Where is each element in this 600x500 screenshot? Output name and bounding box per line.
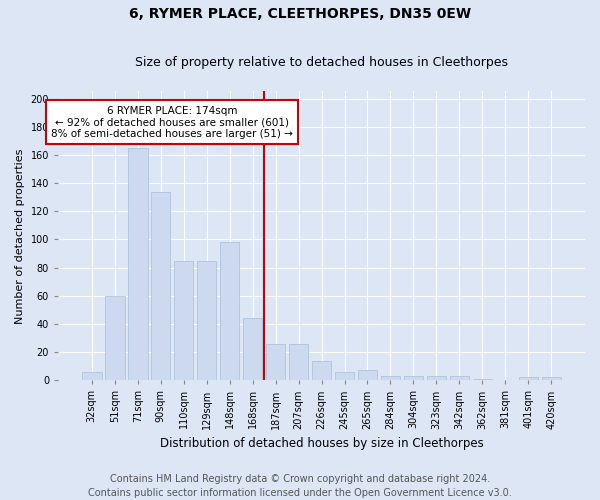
Bar bbox=[220, 242, 239, 380]
X-axis label: Distribution of detached houses by size in Cleethorpes: Distribution of detached houses by size … bbox=[160, 437, 484, 450]
Title: Size of property relative to detached houses in Cleethorpes: Size of property relative to detached ho… bbox=[135, 56, 508, 70]
Bar bbox=[105, 296, 125, 380]
Text: 6, RYMER PLACE, CLEETHORPES, DN35 0EW: 6, RYMER PLACE, CLEETHORPES, DN35 0EW bbox=[129, 8, 471, 22]
Text: 6 RYMER PLACE: 174sqm
← 92% of detached houses are smaller (601)
8% of semi-deta: 6 RYMER PLACE: 174sqm ← 92% of detached … bbox=[51, 106, 293, 139]
Bar bbox=[82, 372, 101, 380]
Bar bbox=[427, 376, 446, 380]
Text: Contains HM Land Registry data © Crown copyright and database right 2024.
Contai: Contains HM Land Registry data © Crown c… bbox=[88, 474, 512, 498]
Bar bbox=[358, 370, 377, 380]
Bar bbox=[151, 192, 170, 380]
Bar bbox=[289, 344, 308, 380]
Bar bbox=[128, 148, 148, 380]
Bar bbox=[266, 344, 286, 380]
Bar bbox=[449, 376, 469, 380]
Bar bbox=[243, 318, 262, 380]
Y-axis label: Number of detached properties: Number of detached properties bbox=[15, 148, 25, 324]
Bar bbox=[197, 260, 217, 380]
Bar bbox=[381, 376, 400, 380]
Bar bbox=[312, 360, 331, 380]
Bar bbox=[542, 378, 561, 380]
Bar bbox=[335, 372, 354, 380]
Bar bbox=[518, 378, 538, 380]
Bar bbox=[473, 379, 492, 380]
Bar bbox=[404, 376, 423, 380]
Bar bbox=[174, 260, 193, 380]
